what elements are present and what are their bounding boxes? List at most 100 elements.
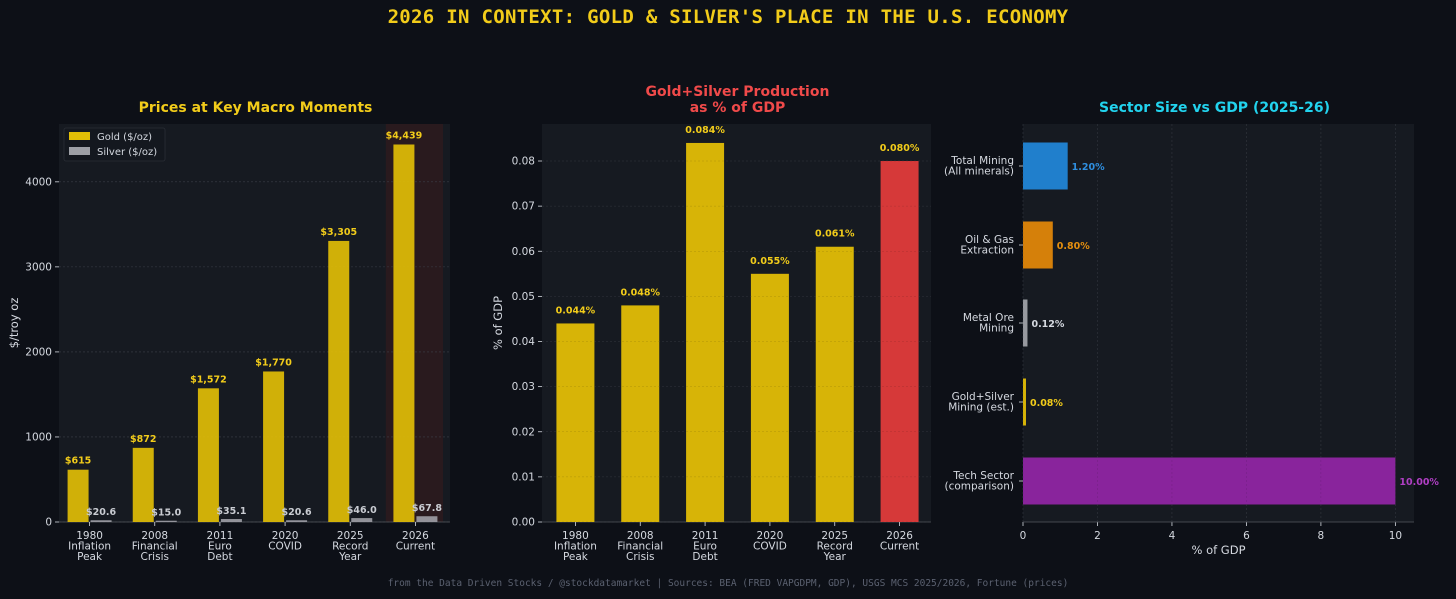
silver-data-label: $20.6: [86, 507, 116, 518]
sector-bar: [1023, 299, 1028, 347]
prices-plot-area: [59, 124, 450, 522]
x-tick-label: 1980 Inflation Peak: [68, 530, 111, 563]
y-axis-label: % of GDP: [491, 296, 505, 350]
gold-bar: [132, 447, 154, 522]
y-tick-label: 0.01: [512, 471, 535, 483]
legend-gold-swatch: [69, 132, 90, 140]
gdp-data-label: 0.048%: [620, 287, 660, 298]
x-tick-label: 10: [1389, 530, 1402, 542]
x-tick-label: 2011 Euro Debt: [692, 530, 719, 563]
x-axis-label: % of GDP: [1191, 543, 1245, 557]
y-tick-label: 0: [45, 517, 52, 529]
main-title: 2026 IN CONTEXT: GOLD & SILVER'S PLACE I…: [387, 6, 1069, 28]
sector-bar: [1023, 378, 1026, 426]
y-tick-label: 0.04: [512, 336, 536, 348]
x-tick-label: 6: [1243, 530, 1250, 542]
gdp-data-label: 0.084%: [685, 125, 725, 136]
x-tick-label: 2020 COVID: [268, 530, 302, 553]
silver-data-label: $67.8: [412, 503, 442, 514]
y-tick-label: 0.03: [512, 381, 535, 393]
gold-data-label: $1,572: [190, 374, 227, 385]
silver-data-label: $15.0: [151, 508, 181, 519]
prices-chart: 0 1000 2000 3000 4000 $/troy oz Prices at Key …: [7, 100, 450, 563]
gold-bar: [328, 240, 350, 522]
footer-credits: from the Data Driven Stocks / @stockdata…: [387, 578, 1069, 589]
gdp-bar: [686, 142, 725, 522]
sector-bar: [1023, 221, 1053, 269]
y-tick-label: 0.00: [512, 517, 535, 529]
sector-title: Sector Size vs GDP (2025-26): [1099, 100, 1330, 116]
prices-title: Prices at Key Macro Moments: [139, 100, 373, 116]
x-tick-label: 2011 Euro Debt: [207, 530, 234, 563]
gdp-bar: [880, 161, 919, 523]
x-tick-label: 2026 Current: [396, 530, 435, 553]
y-tick-label: Gold+Silver Mining (est.): [948, 391, 1014, 414]
silver-bar: [286, 520, 308, 522]
gdp-bar: [750, 273, 789, 522]
y-tick-label: 1000: [25, 431, 52, 443]
gdp-bar: [815, 246, 854, 522]
gdp-share-chart: 0.00 0.01 0.02 0.03 0.04 0.05 0.06 0.07 0.08 % of…: [491, 84, 931, 563]
gold-bar: [393, 144, 415, 522]
y-tick-label: Metal Ore Mining: [963, 312, 1014, 335]
gold-data-label: $615: [65, 456, 91, 467]
y-axis-label: $/troy oz: [7, 298, 21, 349]
x-tick-label: 2020 COVID: [753, 530, 787, 553]
silver-bar: [416, 516, 438, 522]
legend-silver-label: Silver ($/oz): [97, 147, 157, 158]
x-tick-label: 0: [1020, 530, 1027, 542]
silver-bar: [90, 520, 112, 522]
gold-data-label: $3,305: [320, 227, 357, 238]
sector-plot-area: [1023, 124, 1414, 522]
sector-data-label: 0.12%: [1031, 319, 1064, 330]
gold-data-label: $1,770: [255, 357, 292, 368]
y-tick-label: 3000: [25, 261, 52, 273]
gdp-data-label: 0.044%: [556, 305, 596, 316]
x-tick-label: 1980 Inflation Peak: [554, 530, 597, 563]
sector-data-label: 1.20%: [1072, 162, 1105, 173]
y-tick-label: 0.02: [512, 426, 535, 438]
sector-data-label: 0.80%: [1057, 241, 1090, 252]
sector-data-label: 0.08%: [1030, 398, 1063, 409]
gold-data-label: $872: [130, 434, 156, 445]
silver-bar: [220, 519, 242, 522]
gdp-data-label: 0.080%: [880, 143, 920, 154]
x-tick-label: 4: [1169, 530, 1176, 542]
silver-data-label: $20.6: [282, 507, 312, 518]
y-tick-label: 0.05: [512, 291, 535, 303]
y-tick-label: Total Mining (All minerals): [944, 155, 1014, 178]
x-tick-label: 8: [1318, 530, 1325, 542]
silver-bar: [351, 518, 373, 522]
sector-size-chart: 0 2 4 6 8 10 % of GDP Sector Size vs GDP (2025-…: [944, 100, 1439, 557]
gdp-plot-area: [542, 124, 931, 522]
gdp-data-label: 0.055%: [750, 256, 790, 267]
sector-data-label: 10.00%: [1399, 477, 1439, 488]
x-tick-label: 2008 Financial Crisis: [617, 530, 663, 563]
y-tick-label: 4000: [25, 176, 52, 188]
x-tick-label: 2008 Financial Crisis: [132, 530, 178, 563]
y-tick-label: 2000: [25, 346, 52, 358]
prices-legend: Gold ($/oz) Silver ($/oz): [63, 127, 166, 162]
silver-bar: [155, 520, 177, 522]
x-tick-label: 2025 Record Year: [817, 530, 853, 563]
gold-bar: [197, 388, 219, 522]
sector-bar: [1023, 457, 1396, 505]
gdp-data-label: 0.061%: [815, 229, 855, 240]
y-tick-label: 0.08: [512, 156, 535, 168]
silver-data-label: $35.1: [216, 506, 246, 517]
y-tick-label: 0.06: [512, 246, 536, 258]
legend-gold-label: Gold ($/oz): [97, 132, 152, 143]
y-tick-label: Tech Sector (comparison): [944, 470, 1014, 493]
x-tick-label: 2026 Current: [880, 530, 919, 553]
gold-bar: [263, 371, 285, 522]
gdp-bar: [556, 323, 595, 522]
silver-data-label: $46.0: [347, 505, 377, 516]
x-tick-label: 2025 Record Year: [332, 530, 368, 563]
y-tick-label: 0.07: [512, 201, 535, 213]
gold-bar: [67, 469, 89, 522]
gdp-share-title: Gold+Silver Production as % of GDP: [646, 84, 830, 116]
y-tick-label: Oil & Gas Extraction: [960, 234, 1014, 257]
legend-silver-swatch: [69, 147, 90, 155]
x-tick-label: 2: [1094, 530, 1101, 542]
